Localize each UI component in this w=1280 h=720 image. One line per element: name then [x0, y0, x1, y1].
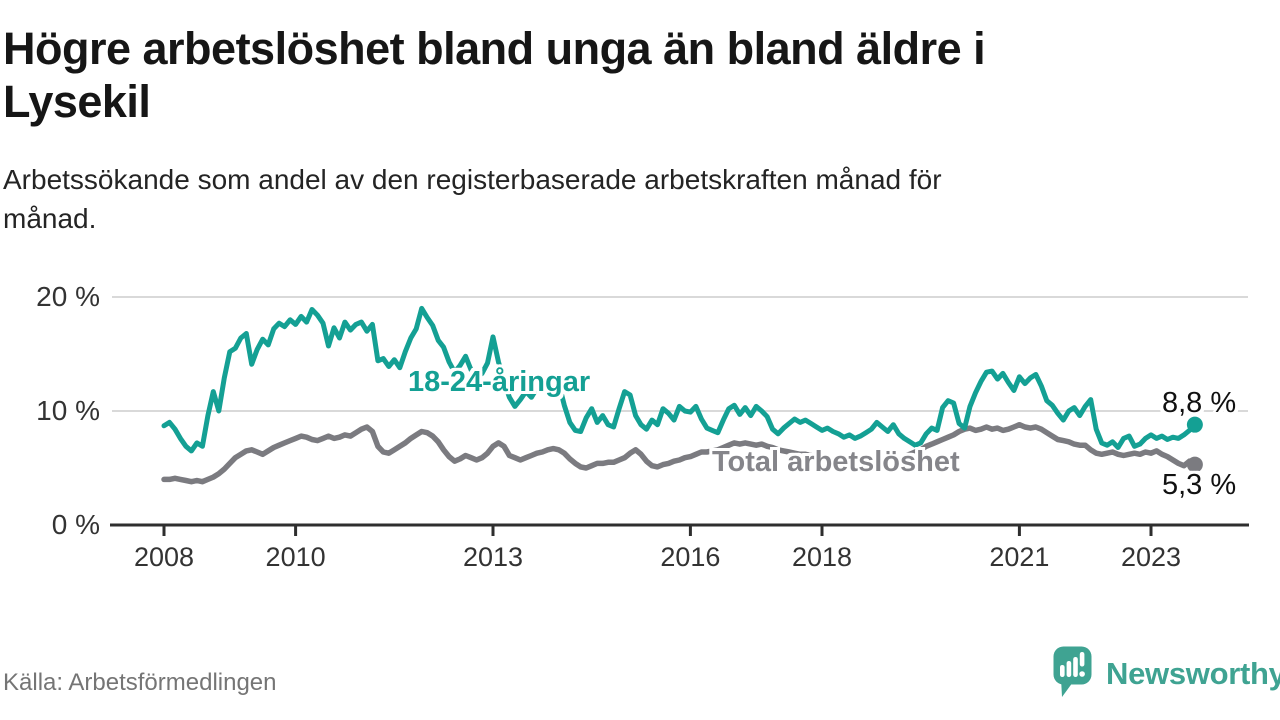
- series-end-dots: [1186, 416, 1203, 473]
- page-subtitle-line2: månad.: [3, 203, 97, 234]
- series-end-dot-total: [1186, 456, 1203, 473]
- gridlines: [112, 296, 1248, 412]
- x-axis-label-2016: 2016: [660, 542, 721, 572]
- source-note: Källa: Arbetsförmedlingen: [3, 669, 277, 696]
- end-value-label-total: 5,3 %: [1162, 469, 1237, 501]
- page-title-line2: Lysekil: [3, 76, 151, 127]
- page-title-line1: Högre arbetslöshet bland unga än bland ä…: [3, 23, 986, 74]
- x-axis-label-2023: 2023: [1120, 542, 1182, 572]
- x-axis-label-2013: 2013: [462, 542, 524, 572]
- bar-chart-icon: [1060, 652, 1085, 677]
- series-line-total: [161, 421, 1198, 485]
- x-axis: [110, 523, 1249, 536]
- series-label-youth: 18-24-åringar: [408, 366, 591, 398]
- y-axis-label-0: 0 %: [51, 509, 100, 540]
- y-axis-label-10: 10 %: [36, 395, 100, 426]
- series-label-total: Total arbetslöshet: [712, 446, 960, 478]
- end-value-label-youth: 8,8 %: [1162, 387, 1237, 419]
- newsworthy-logo-icon: [1053, 646, 1092, 697]
- page-subtitle: Arbetssökande som andel av den registerb…: [3, 160, 1213, 238]
- y-axis-label-20: 20 %: [36, 281, 100, 312]
- x-axis-label-2010: 2010: [265, 542, 326, 572]
- series-end-dot-youth: [1186, 416, 1203, 433]
- x-axis-label-2008: 2008: [133, 542, 195, 572]
- series-line-youth: [161, 305, 1198, 454]
- x-axis-label-2018: 2018: [791, 542, 853, 572]
- series-lines: [161, 305, 1198, 485]
- page-title: Högre arbetslöshet bland unga än bland ä…: [3, 22, 1213, 128]
- page-subtitle-line1: Arbetssökande som andel av den registerb…: [3, 164, 942, 195]
- x-axis-label-2021: 2021: [989, 542, 1050, 572]
- brand-name: Newsworthy: [1106, 656, 1280, 691]
